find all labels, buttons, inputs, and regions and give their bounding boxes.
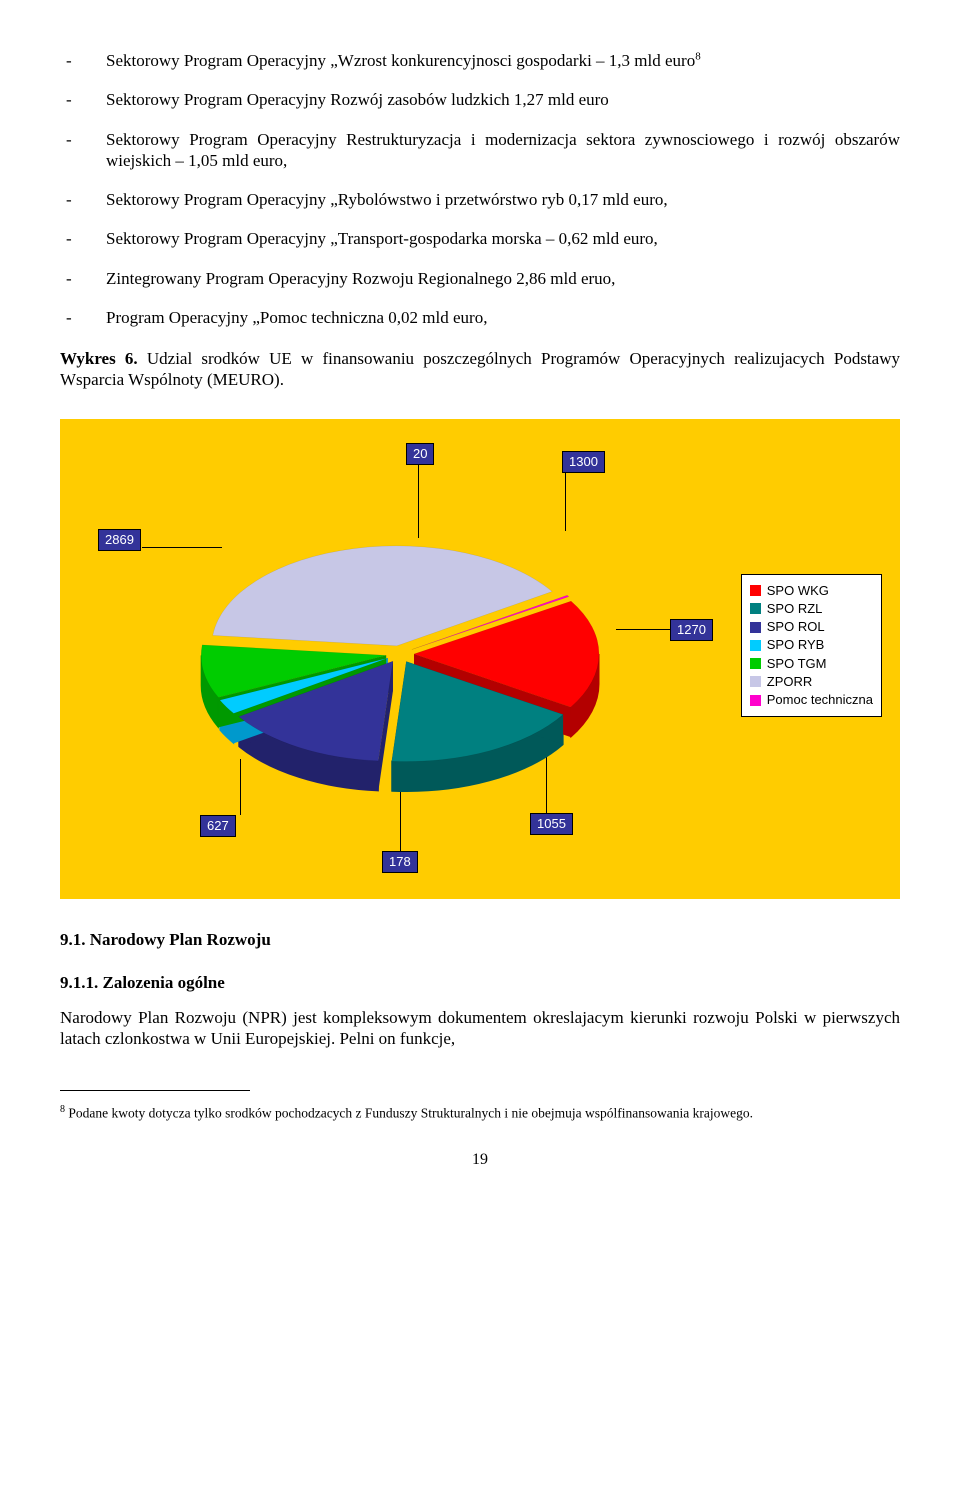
legend-item: SPO RYB xyxy=(750,637,873,653)
legend-swatch xyxy=(750,640,761,651)
bullet-text: Sektorowy Program Operacyjny „Transport-… xyxy=(106,228,900,249)
bullet-dash: - xyxy=(60,50,106,71)
legend-swatch xyxy=(750,622,761,633)
bullet-text: Program Operacyjny „Pomoc techniczna 0,0… xyxy=(106,307,900,328)
bullet-dash: - xyxy=(60,307,106,328)
footnote: 8 Podane kwoty dotycza tylko srodków poc… xyxy=(60,1104,900,1122)
legend-label: ZPORR xyxy=(767,674,813,690)
legend-item: SPO TGM xyxy=(750,656,873,672)
callout-178: 178 xyxy=(382,851,418,873)
legend-item: SPO WKG xyxy=(750,583,873,599)
chart-title-rest: Udzial srodków UE w finansowaniu poszcze… xyxy=(60,349,900,389)
superscript: 8 xyxy=(695,50,701,62)
chart-title: Wykres 6. Udzial srodków UE w finansowan… xyxy=(60,348,900,391)
callout-627: 627 xyxy=(200,815,236,837)
bullet-dash: - xyxy=(60,89,106,110)
page-number: 19 xyxy=(60,1150,900,1170)
list-item: -Sektorowy Program Operacyjny Restruktur… xyxy=(60,129,900,172)
bullet-text: Sektorowy Program Operacyjny „Rybolówstw… xyxy=(106,189,900,210)
legend-item: SPO ROL xyxy=(750,619,873,635)
legend-item: ZPORR xyxy=(750,674,873,690)
legend-label: SPO ROL xyxy=(767,619,825,635)
bullet-dash: - xyxy=(60,268,106,289)
list-item: -Zintegrowany Program Operacyjny Rozwoju… xyxy=(60,268,900,289)
legend-label: SPO WKG xyxy=(767,583,829,599)
callout-1055: 1055 xyxy=(530,813,573,835)
legend-label: SPO TGM xyxy=(767,656,827,672)
pie-chart-container: 20 1300 2869 1270 627 178 1055 SPO WKGSP… xyxy=(60,419,900,899)
legend-swatch xyxy=(750,695,761,706)
legend-item: SPO RZL xyxy=(750,601,873,617)
bullet-dash: - xyxy=(60,228,106,249)
legend-swatch xyxy=(750,585,761,596)
bullet-dash: - xyxy=(60,189,106,210)
chart-legend: SPO WKG SPO RZL SPO ROL SPO RYB SPO TGM ZPORR… xyxy=(741,574,882,718)
list-item: -Sektorowy Program Operacyjny „Rybolówst… xyxy=(60,189,900,210)
bullet-text: Sektorowy Program Operacyjny „Wzrost kon… xyxy=(106,50,900,71)
list-item: -Sektorowy Program Operacyjny „Transport… xyxy=(60,228,900,249)
section-heading-9-1: 9.1. Narodowy Plan Rozwoju xyxy=(60,929,900,950)
body-paragraph: Narodowy Plan Rozwoju (NPR) jest komplek… xyxy=(60,1007,900,1050)
section-heading-9-1-1: 9.1.1. Zalozenia ogólne xyxy=(60,972,900,993)
legend-item: Pomoc techniczna xyxy=(750,692,873,708)
callout-20: 20 xyxy=(406,443,434,465)
callout-1270: 1270 xyxy=(670,619,713,641)
legend-swatch xyxy=(750,603,761,614)
footnote-rule xyxy=(60,1090,250,1091)
bullet-text: Zintegrowany Program Operacyjny Rozwoju … xyxy=(106,268,900,289)
chart-title-prefix: Wykres 6. xyxy=(60,349,138,368)
legend-label: SPO RZL xyxy=(767,601,823,617)
bullet-text: Sektorowy Program Operacyjny Restruktury… xyxy=(106,129,900,172)
legend-swatch xyxy=(750,658,761,669)
list-item: -Program Operacyjny „Pomoc techniczna 0,… xyxy=(60,307,900,328)
list-item: -Sektorowy Program Operacyjny Rozwój zas… xyxy=(60,89,900,110)
pie-chart xyxy=(180,514,620,814)
legend-label: Pomoc techniczna xyxy=(767,692,873,708)
callout-2869: 2869 xyxy=(98,529,141,551)
bullet-dash: - xyxy=(60,129,106,172)
legend-label: SPO RYB xyxy=(767,637,825,653)
list-item: -Sektorowy Program Operacyjny „Wzrost ko… xyxy=(60,50,900,71)
footnote-text: Podane kwoty dotycza tylko srodków pocho… xyxy=(65,1106,753,1121)
legend-swatch xyxy=(750,676,761,687)
bullet-text: Sektorowy Program Operacyjny Rozwój zaso… xyxy=(106,89,900,110)
callout-1300: 1300 xyxy=(562,451,605,473)
program-bullet-list: -Sektorowy Program Operacyjny „Wzrost ko… xyxy=(60,50,900,328)
